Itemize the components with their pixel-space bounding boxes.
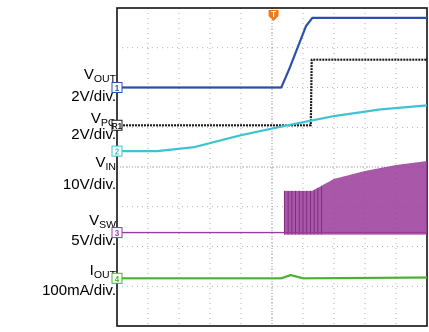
iout-label: IOUT — [89, 262, 116, 281]
vin-scale: 10V/div. — [62, 176, 116, 193]
trigger-marker-icon — [268, 10, 279, 21]
channel-marker-label: R1 — [112, 122, 123, 131]
vout-label: VOUT — [83, 66, 116, 85]
channel-marker-1 — [111, 82, 123, 93]
vpg-trace — [117, 58, 427, 127]
iout-scale: 100mA/div. — [42, 282, 116, 299]
channel-marker-R1 — [111, 119, 123, 131]
channel-marker-label: 1 — [115, 84, 120, 93]
vsw-switching-burst — [284, 161, 427, 235]
vin-trace — [117, 104, 428, 153]
channel-marker-4 — [111, 272, 123, 284]
channel-marker-label: 2 — [115, 148, 120, 157]
vpg-scale: 2V/div. — [71, 126, 116, 143]
iout-trace — [117, 274, 428, 280]
channel-labels: VOUT 2V/div. VPG 2V/div. VIN 10V/div. VS… — [0, 0, 116, 332]
vout-scale: 2V/div. — [71, 88, 116, 105]
channel-marker-2 — [111, 145, 123, 157]
channel-marker-label: 4 — [115, 275, 120, 284]
channel-marker-label: 3 — [115, 229, 120, 238]
vout-trace — [117, 16, 427, 89]
channel-marker-3 — [111, 227, 123, 239]
vin-label: VIN — [95, 154, 116, 173]
vsw-scale: 5V/div. — [71, 232, 116, 249]
trigger-marker-label: T — [271, 10, 276, 19]
